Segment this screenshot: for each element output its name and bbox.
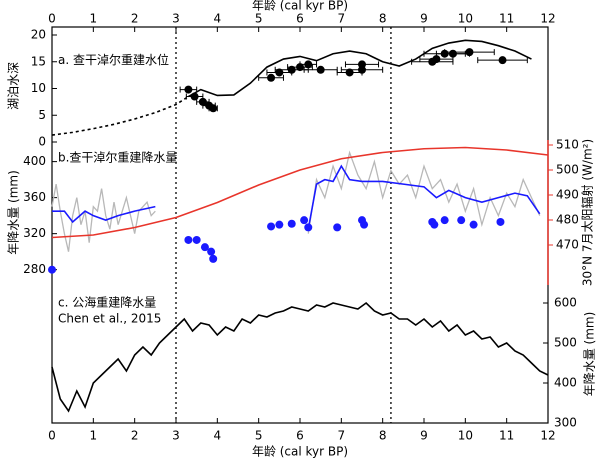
y-tick-label: 10 <box>31 81 46 95</box>
y2-tick-label: 480 <box>556 213 579 227</box>
line <box>52 164 541 230</box>
panel-title: b.查干淖尔重建降水量 <box>58 150 177 165</box>
y-tick-label: 280 <box>23 262 46 276</box>
point <box>448 49 457 58</box>
point <box>360 220 369 229</box>
x-tick-label: 11 <box>499 429 514 443</box>
y-tick-label: 360 <box>23 190 46 204</box>
y-axis-label: 年降水量 (mm) <box>583 312 597 397</box>
x-tick-label: 6 <box>296 429 304 443</box>
panel-subtitle: Chen et al., 2015 <box>58 312 161 326</box>
line <box>51 95 189 136</box>
point <box>190 92 199 101</box>
y-tick-label: 0 <box>38 135 46 149</box>
point <box>198 97 207 106</box>
y2-tick-label: 490 <box>556 188 579 202</box>
point <box>304 60 313 69</box>
x-tick-label: 8 <box>379 429 387 443</box>
y2-tick-label: 510 <box>556 138 579 152</box>
point <box>469 220 478 229</box>
x-tick-label: 4 <box>214 429 222 443</box>
x-tick-label: 5 <box>255 12 263 26</box>
point <box>184 85 193 94</box>
point <box>184 235 193 244</box>
y-tick-label: 600 <box>554 296 577 310</box>
point <box>465 48 474 57</box>
y-tick-label: 5 <box>38 108 46 122</box>
panel-title: a. 查干淖尔重建水位 <box>58 52 169 67</box>
x-tick-label: 9 <box>420 12 428 26</box>
x-tick-label: 12 <box>540 12 555 26</box>
x-tick-label: 6 <box>296 12 304 26</box>
y-tick-label: 400 <box>554 376 577 390</box>
point <box>207 247 216 256</box>
x-tick-label: 2 <box>131 429 139 443</box>
y-tick-label: 20 <box>31 28 46 42</box>
y-axis-label: 湖泊水深 <box>6 62 21 110</box>
point <box>496 217 505 226</box>
x-tick-label: 11 <box>499 12 514 26</box>
y-tick-label: 400 <box>23 154 46 168</box>
point <box>287 65 296 74</box>
point <box>430 220 439 229</box>
y2-tick-label: 470 <box>556 238 579 252</box>
point <box>267 222 276 231</box>
x-tick-label: 9 <box>420 429 428 443</box>
point <box>275 220 284 229</box>
x-tick-label: 4 <box>214 12 222 26</box>
y-tick-label: 300 <box>554 416 577 430</box>
x-tick-label: 5 <box>255 429 263 443</box>
y-axis-label: 年降水量 (mm) <box>7 170 21 255</box>
x-tick-label: 7 <box>338 12 346 26</box>
x-tick-label: 10 <box>458 429 473 443</box>
y-tick-label: 500 <box>554 336 577 350</box>
point <box>267 73 276 82</box>
point <box>200 243 209 252</box>
point <box>316 65 325 74</box>
point <box>304 223 313 232</box>
x-tick-label: 12 <box>540 429 555 443</box>
x-tick-label: 2 <box>131 12 139 26</box>
point <box>440 216 449 225</box>
y-tick-label: 15 <box>31 54 46 68</box>
x-axis-label: 年龄 (cal kyr BP) <box>252 445 348 459</box>
x-tick-label: 1 <box>90 429 98 443</box>
line <box>188 39 532 98</box>
x-tick-label: 7 <box>338 429 346 443</box>
point <box>333 223 342 232</box>
x-tick-label: 10 <box>458 12 473 26</box>
x-tick-label: 3 <box>172 429 180 443</box>
y2-tick-label: 500 <box>556 163 579 177</box>
point <box>275 68 284 77</box>
point <box>287 219 296 228</box>
point <box>432 55 441 64</box>
line <box>51 146 549 239</box>
point <box>192 235 201 244</box>
x-tick-label: 3 <box>172 12 180 26</box>
point <box>209 254 218 263</box>
y-tick-label: 320 <box>23 226 46 240</box>
x-tick-label: 1 <box>90 12 98 26</box>
point <box>498 56 507 65</box>
point <box>358 65 366 74</box>
x-tick-label: 8 <box>379 12 387 26</box>
panel-title: c. 公海重建降水量 <box>58 295 156 310</box>
y2-axis-label: 30°N 7月太阳辐射 (W/m²) <box>580 139 595 286</box>
point <box>457 216 466 225</box>
x-axis-label: 年龄 (cal kyr BP) <box>252 0 348 13</box>
x-tick-label: 0 <box>48 12 56 26</box>
x-tick-label: 0 <box>48 429 56 443</box>
point <box>48 265 56 274</box>
point <box>300 216 309 225</box>
line <box>51 301 549 413</box>
point <box>345 68 354 77</box>
point <box>209 104 218 113</box>
line <box>51 150 541 252</box>
